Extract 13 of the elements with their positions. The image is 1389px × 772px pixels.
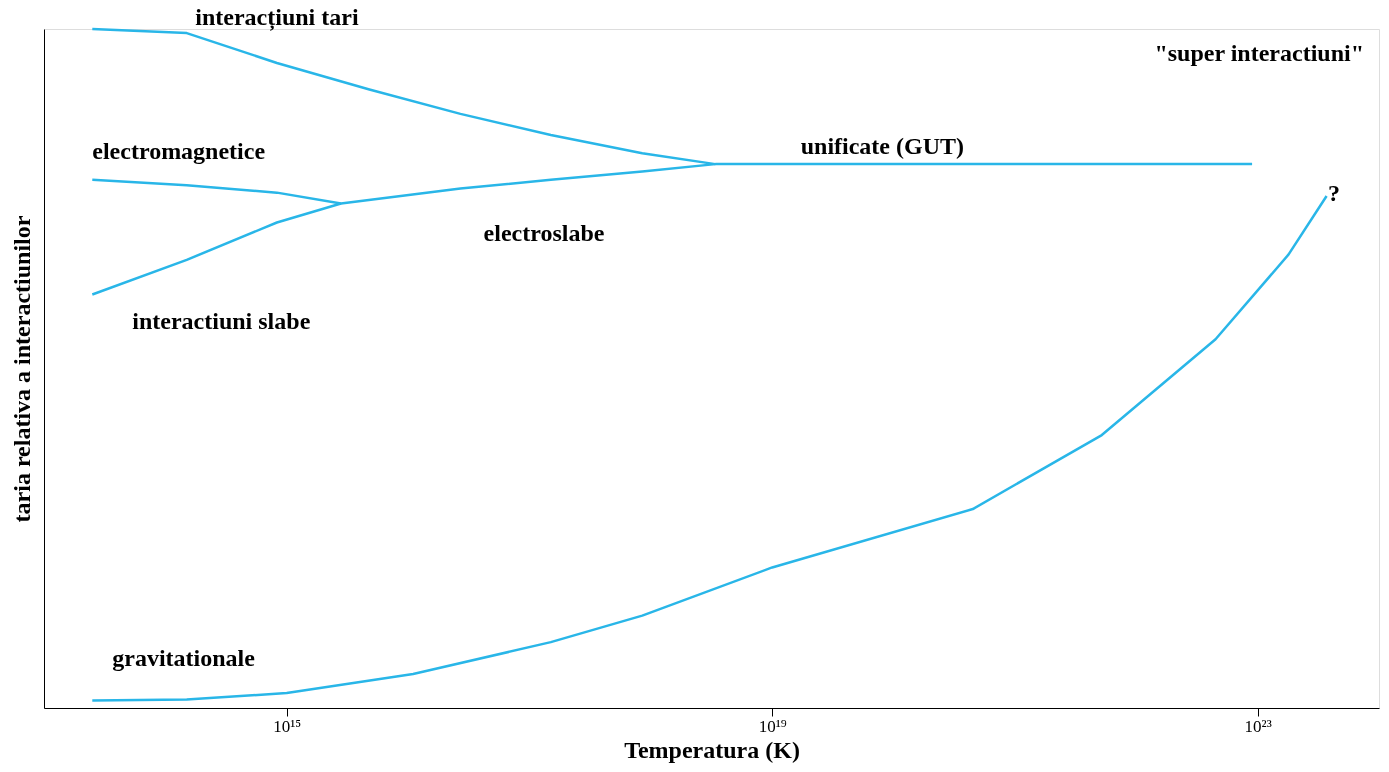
annotation: "super interactiuni" <box>1154 40 1364 66</box>
annotation: unificate (GUT) <box>800 133 964 159</box>
x-tick-label: 10²³ <box>1244 716 1272 736</box>
x-tick-label: 10¹⁹ <box>758 716 787 736</box>
series-label: gravitationale <box>112 644 256 671</box>
series-label: electromagnetice <box>92 137 266 164</box>
x-axis-title: Temperatura (K) <box>624 736 800 763</box>
series-label: interacțiuni tari <box>195 3 359 31</box>
x-tick-label: 10¹⁵ <box>273 716 302 736</box>
series-label: interactiuni slabe <box>132 308 311 335</box>
y-axis-title: taria relativa a interactiunilor <box>8 215 35 523</box>
annotation: ? <box>1328 180 1340 206</box>
annotation: electroslabe <box>483 220 605 246</box>
